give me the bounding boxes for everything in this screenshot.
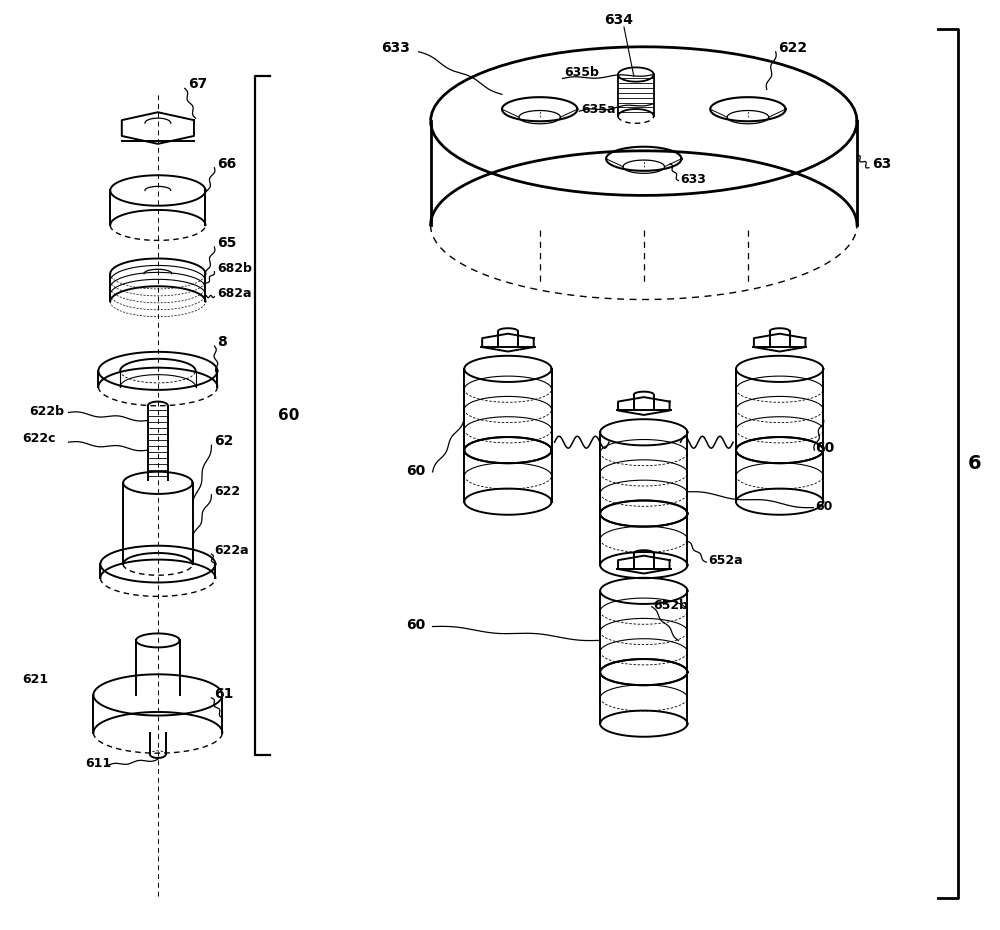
Text: 682b: 682b	[217, 261, 252, 274]
Text: 633: 633	[381, 41, 410, 55]
Text: 6: 6	[968, 454, 982, 473]
Text: 622c: 622c	[22, 432, 56, 445]
Text: 63: 63	[872, 156, 891, 171]
Text: 622b: 622b	[29, 405, 64, 419]
Text: 60: 60	[815, 499, 833, 512]
Text: 60: 60	[815, 441, 835, 455]
Text: 67: 67	[188, 77, 207, 91]
Text: 62: 62	[214, 434, 234, 448]
Text: 652a: 652a	[708, 554, 743, 567]
Text: 60: 60	[406, 618, 425, 631]
Text: 622: 622	[214, 485, 241, 498]
Text: 60: 60	[278, 408, 299, 423]
Text: 61: 61	[214, 687, 234, 701]
Text: 633: 633	[680, 173, 706, 186]
Text: 634: 634	[604, 13, 633, 27]
Text: 635a: 635a	[581, 103, 616, 116]
Text: 66: 66	[217, 156, 237, 171]
Text: 682a: 682a	[217, 286, 252, 299]
Text: 60: 60	[406, 464, 425, 478]
Text: 65: 65	[217, 236, 237, 250]
Text: 621: 621	[22, 673, 48, 686]
Text: 622a: 622a	[214, 544, 249, 557]
Text: 8: 8	[217, 335, 227, 349]
Text: 652b: 652b	[654, 599, 689, 612]
Text: 635b: 635b	[564, 65, 599, 78]
Text: 622: 622	[778, 41, 807, 55]
Text: 611: 611	[85, 757, 112, 770]
